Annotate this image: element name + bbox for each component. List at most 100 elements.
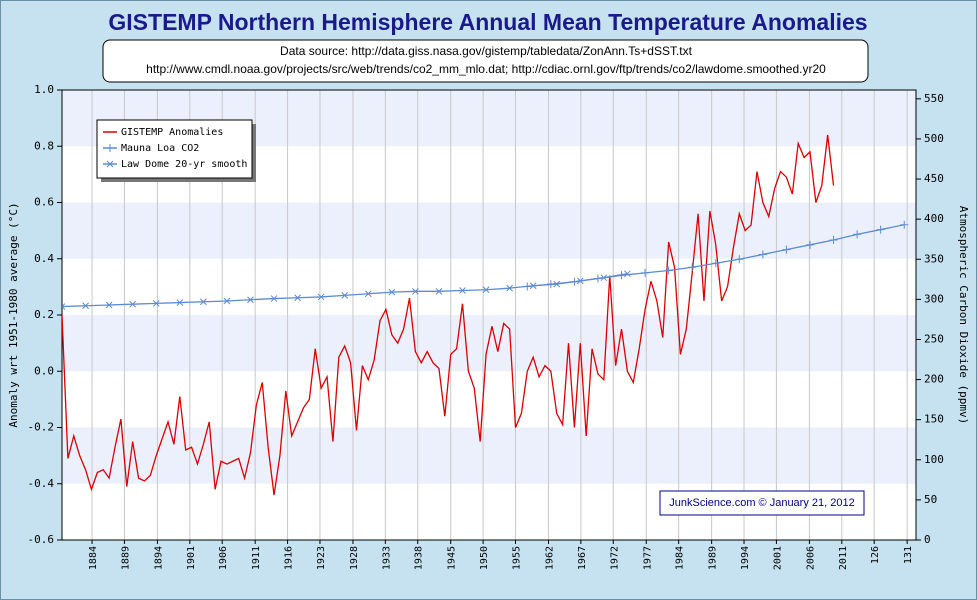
point-marker [435,287,443,295]
point-marker [105,301,113,309]
x-tick-label: 1945 [447,546,458,570]
point-marker [317,293,325,301]
legend-label: GISTEMP Anomalies [121,127,223,138]
y2-tick-label: 450 [924,172,944,185]
point-marker [247,296,254,304]
source-box [102,39,869,83]
x-tick-label: 1911 [251,546,262,570]
y2-tick-label: 150 [924,413,944,426]
x-tick-label: 1923 [316,546,327,570]
y-tick-label: -0.2 [28,421,55,434]
x-tick-label: 1984 [675,546,686,570]
point-marker [364,290,372,298]
y2-tick-label: 100 [924,453,944,466]
subtitle: Data source: http://data.giss.nasa.gov/g… [280,44,693,58]
x-tick-label: 1989 [708,546,719,570]
point-marker [294,294,301,302]
x-tick-label: 1967 [577,546,588,570]
point-marker [412,287,419,295]
point-marker [576,277,584,285]
x-tick-label: 1955 [512,546,523,570]
x-tick-label: 1916 [284,546,295,570]
plot-area [62,90,916,540]
y-tick-label: 0.0 [34,364,54,377]
x-tick-label: 1972 [609,546,620,570]
x-tick-label: 1894 [153,546,164,570]
x-tick-label: 1977 [642,546,653,570]
y2-tick-label: 500 [924,132,944,145]
point-marker [624,270,631,278]
y-tick-label: -0.6 [28,533,55,546]
point-marker [388,288,396,296]
point-marker [223,297,231,305]
x-tick-label: 2001 [772,546,783,570]
point-marker [482,286,490,294]
x-tick-label: 131 [903,546,914,564]
chart-title: GISTEMP Northern Hemisphere Annual Mean … [108,9,867,35]
y2-tick-label: 400 [924,212,944,225]
point-marker [152,300,160,307]
y2-tick-label: 300 [924,292,944,305]
annotation-box [659,490,865,516]
point-marker [600,274,608,282]
y-axis-label: Anomaly wrt 1951-1980 average (°C) [7,202,20,427]
point-marker [553,280,561,288]
y2-tick-label: 250 [924,332,944,345]
point-marker [341,291,349,299]
point-marker [106,144,114,152]
point-marker [199,298,207,306]
x-tick-label: 2006 [805,546,816,570]
y2-tick-label: 50 [924,493,937,506]
y-tick-label: 0.4 [34,252,54,265]
grid-band [62,427,916,484]
x-tick-label: 1938 [414,546,425,570]
x-tick-label: 126 [870,546,881,564]
y2-axis-label: Atmospheric Carbon Dioxide (ppmv) [957,206,970,425]
point-marker [82,302,89,310]
x-tick-label: 1906 [218,546,229,570]
y2-tick-label: 550 [924,92,944,105]
point-marker [900,220,909,229]
x-tick-label: 1994 [740,546,751,570]
x-tick-label: 1928 [349,546,360,570]
point-marker [106,160,114,168]
point-marker [782,245,791,254]
x-tick-label: 1950 [479,546,490,570]
legend-label: Mauna Loa CO2 [121,143,199,154]
point-marker [129,300,137,308]
y-tick-label: -0.4 [28,477,55,490]
line [62,134,835,496]
point-marker [664,266,673,275]
point-marker [853,230,862,239]
y-tick-label: 1.0 [34,83,54,96]
y2-tick-label: 0 [924,533,931,546]
point-marker [758,250,767,259]
annotation: JunkScience.com © January 21, 2012 [669,497,854,509]
y2-tick-label: 350 [924,252,944,265]
point-marker [688,263,697,272]
y2-tick-label: 200 [924,373,944,386]
x-tick-label: 2011 [838,546,849,570]
point-marker [711,259,720,268]
point-marker [829,236,838,244]
point-marker [176,299,184,306]
x-tick-label: 1884 [88,546,99,570]
x-tick-label: 1889 [120,546,131,570]
point-marker [529,282,537,290]
point-marker [735,255,744,264]
point-marker [270,295,278,302]
y-tick-label: 0.6 [34,196,54,209]
point-marker [876,225,885,234]
legend-label: Law Dome 20-yr smooth [121,159,247,170]
point-marker [641,268,650,277]
x-tick-label: 1901 [186,546,197,570]
point-marker [805,240,814,249]
legend-box [96,119,253,179]
y-tick-label: 0.2 [34,308,54,321]
point-marker [62,303,66,310]
x-tick-label: 1933 [381,546,392,570]
point-marker [459,287,466,294]
subtitle: http://www.cmdl.noaa.gov/projects/src/we… [146,62,826,76]
x-tick-label: 1962 [544,546,555,570]
